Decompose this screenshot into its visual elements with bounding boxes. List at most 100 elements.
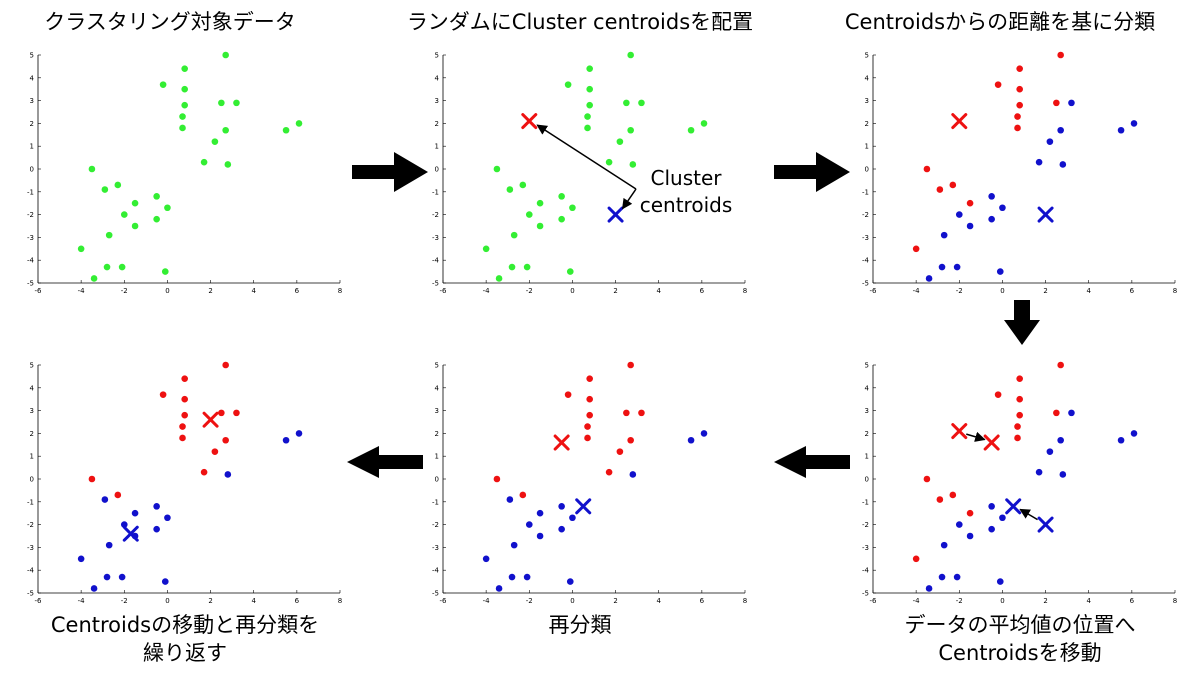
data-point: [218, 409, 225, 417]
y-tick-label: 5: [865, 52, 869, 60]
data-point: [687, 126, 695, 134]
data-point: [1053, 99, 1060, 107]
x-tick-label: 6: [1130, 287, 1135, 295]
y-tick-label: 3: [865, 407, 869, 415]
x-tick-label: -2: [526, 597, 533, 605]
y-tick-label: 4: [435, 74, 440, 82]
data-point: [953, 263, 961, 271]
panel-6-scatter: 5 4 3 2 1 0 -1 -2 -3 -4 -5-6 -4 -2 0 2 4 6 8: [27, 362, 342, 606]
data-point: [988, 193, 995, 200]
y-tick-label: -4: [27, 257, 35, 265]
data-point: [558, 193, 565, 200]
data-point: [536, 222, 544, 230]
data-point: [295, 120, 303, 127]
data-point: [525, 211, 533, 218]
data-point: [153, 525, 160, 533]
data-point: [211, 448, 219, 455]
data-point: [1016, 101, 1023, 109]
data-point: [101, 496, 109, 503]
data-point: [955, 521, 963, 528]
data-point: [88, 165, 96, 173]
data-point: [1117, 436, 1125, 444]
data-point: [218, 99, 225, 107]
data-point: [566, 268, 574, 275]
annotation-line1: Cluster: [650, 166, 722, 190]
y-tick-label: -3: [432, 544, 439, 552]
panel-1-title: クラスタリング対象データ: [44, 10, 296, 34]
data-point: [101, 186, 109, 193]
red-centroid: [553, 434, 570, 451]
data-point: [495, 585, 503, 592]
x-tick-label: -2: [121, 287, 128, 295]
x-tick-label: -6: [440, 597, 448, 605]
y-tick-label: 1: [435, 143, 439, 151]
data-point: [616, 138, 624, 145]
data-point: [936, 186, 944, 193]
data-point: [536, 509, 544, 517]
y-tick-label: 5: [30, 362, 34, 370]
data-point: [1016, 375, 1023, 382]
data-point: [584, 113, 591, 120]
red-centroid: [202, 411, 219, 428]
data-point: [584, 434, 591, 442]
y-tick-label: -1: [27, 188, 34, 196]
data-point: [161, 578, 169, 585]
data-point: [1046, 448, 1054, 455]
data-point: [181, 411, 188, 419]
x-tick-label: 0: [165, 597, 169, 605]
data-point: [181, 85, 188, 93]
data-point: [966, 532, 974, 540]
y-tick-label: 1: [30, 453, 34, 461]
x-tick-label: -4: [483, 287, 491, 295]
y-tick-label: -1: [862, 188, 869, 196]
data-point: [181, 375, 188, 382]
x-tick-label: 4: [1086, 597, 1091, 605]
y-tick-label: 1: [30, 143, 34, 151]
y-tick-label: -3: [432, 234, 439, 242]
data-point: [558, 525, 565, 533]
data-point: [493, 165, 501, 173]
data-point: [912, 245, 920, 253]
data-point: [966, 199, 974, 207]
x-tick-label: -6: [870, 597, 878, 605]
y-tick-label: 3: [30, 97, 34, 105]
y-tick-label: 4: [435, 384, 440, 392]
data-point: [224, 471, 232, 478]
data-point: [994, 81, 1002, 88]
data-point: [495, 275, 503, 282]
panel-4-scatter: 5 4 3 2 1 0 -1 -2 -3 -4 -5-6 -4 -2 0 2 4 6 8: [862, 362, 1177, 606]
y-tick-label: 4: [865, 384, 870, 392]
data-point: [936, 496, 944, 503]
panel-2-scatter: 5 4 3 2 1 0 -1 -2 -3 -4 -5-6 -4 -2 0 2 4 6 8: [432, 52, 747, 296]
data-point: [569, 514, 576, 522]
x-tick-label: -4: [913, 287, 921, 295]
data-point: [211, 138, 219, 145]
y-tick-label: 4: [30, 74, 35, 82]
data-point: [200, 158, 208, 166]
y-tick-label: -5: [862, 280, 869, 288]
data-point: [1016, 411, 1023, 419]
y-tick-label: -2: [27, 521, 34, 529]
y-tick-label: 5: [30, 52, 34, 60]
y-tick-label: 0: [30, 166, 34, 174]
cluster-centroids-annotation: Cluster centroids: [636, 165, 736, 219]
y-tick-label: -1: [862, 498, 869, 506]
y-tick-label: -1: [27, 498, 34, 506]
data-point: [988, 503, 995, 510]
data-point: [638, 409, 645, 417]
data-point: [1059, 161, 1067, 168]
data-point: [949, 491, 957, 499]
data-point: [949, 181, 957, 189]
data-point: [179, 423, 186, 430]
red-centroid: [951, 113, 968, 130]
data-point: [1068, 99, 1075, 107]
x-tick-label: 8: [338, 287, 342, 295]
x-tick-label: 4: [251, 287, 256, 295]
data-point: [605, 158, 613, 166]
x-tick-label: 8: [338, 597, 342, 605]
data-point: [120, 521, 128, 528]
data-point: [629, 471, 637, 478]
data-point: [584, 124, 591, 132]
data-point: [1035, 468, 1043, 476]
data-point: [482, 245, 490, 253]
